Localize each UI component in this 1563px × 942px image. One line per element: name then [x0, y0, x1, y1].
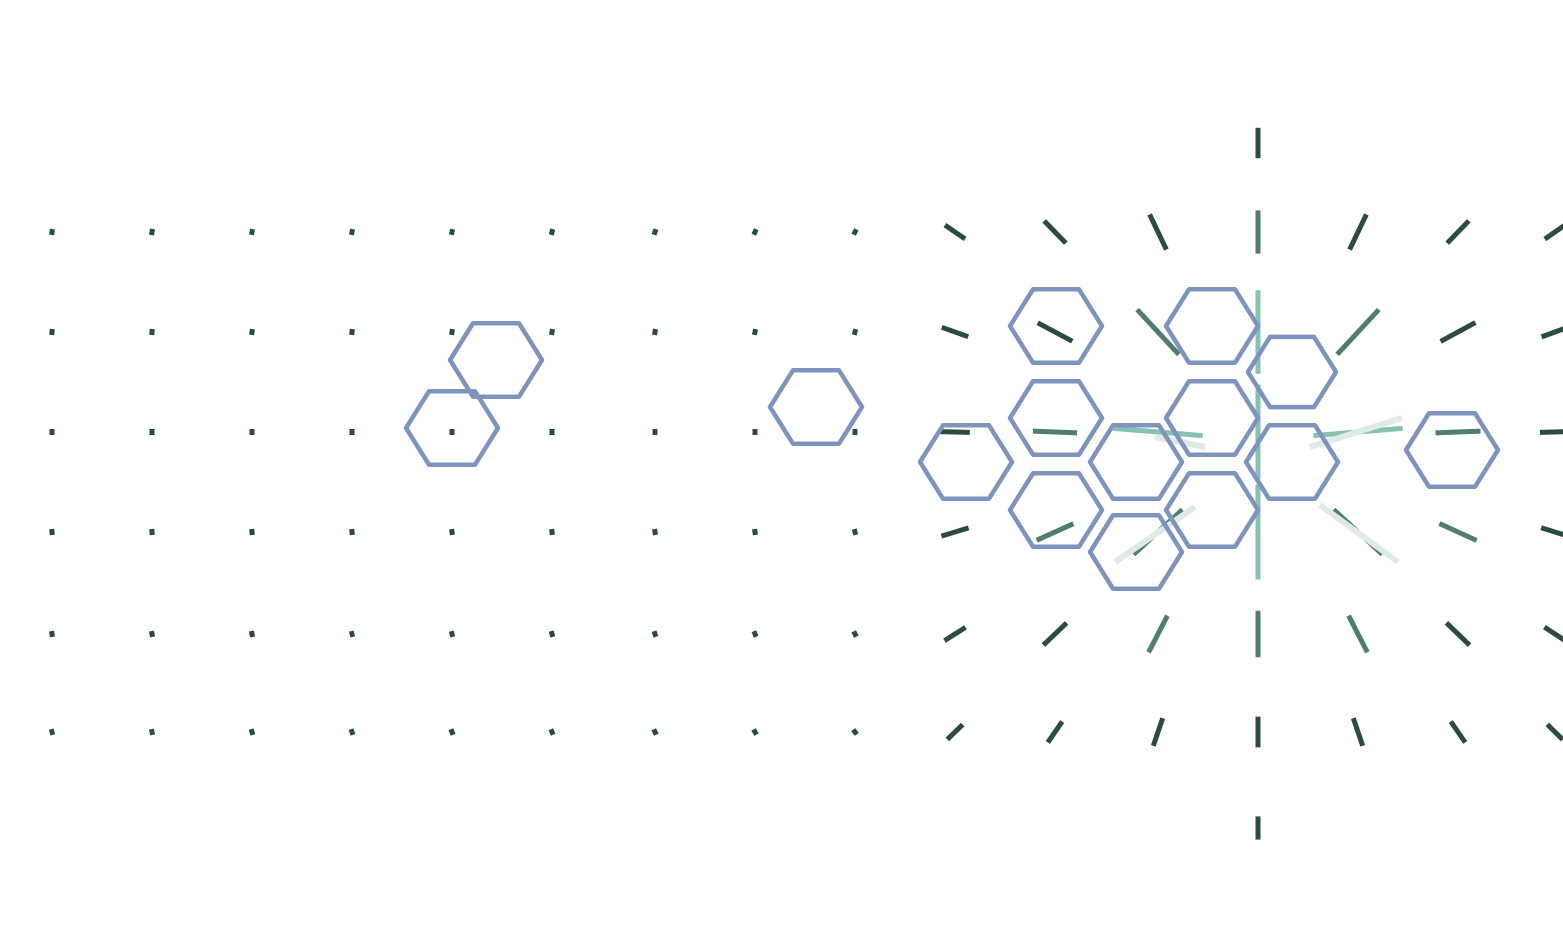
field-arrow	[1149, 616, 1168, 653]
field-arrow	[350, 731, 355, 733]
field-arrow	[753, 731, 757, 734]
field-arrow	[1545, 225, 1563, 239]
field-arrow	[1113, 428, 1202, 435]
field-arrow	[150, 634, 155, 635]
field-arrow	[550, 231, 555, 232]
field-arrow	[753, 532, 758, 533]
hexagon-cell	[1010, 473, 1102, 546]
field-arrow	[250, 634, 255, 635]
field-arrow	[853, 731, 857, 734]
field-arrow	[1447, 221, 1469, 243]
field-arrow	[1150, 214, 1167, 249]
field-arrow	[1547, 724, 1562, 739]
field-arrow	[350, 532, 355, 533]
hexagon-cell	[406, 391, 498, 464]
field-arrow	[1043, 623, 1066, 645]
field-arrow	[653, 731, 658, 733]
field-arrow	[1350, 214, 1367, 249]
field-arrow	[550, 731, 555, 733]
field-arrow	[1439, 524, 1476, 541]
field-arrow	[1153, 718, 1162, 746]
field-arrow	[1446, 623, 1469, 645]
field-arrow	[1349, 616, 1368, 653]
field-arrow	[250, 332, 255, 333]
field-arrow	[1044, 221, 1066, 243]
field-arrow	[250, 232, 255, 233]
field-arrow	[1441, 323, 1476, 342]
field-arrow	[50, 634, 55, 635]
hexagon-cell	[1248, 337, 1336, 407]
field-arrow	[150, 731, 155, 732]
field-arrow	[853, 531, 858, 532]
hexagon-cell	[1406, 413, 1498, 486]
field-arrow	[753, 231, 758, 233]
field-arrow	[942, 327, 968, 336]
field-arrow	[1544, 627, 1563, 641]
field-arrow	[550, 633, 555, 634]
field-arrow	[940, 432, 970, 433]
hexagon-cell	[1010, 381, 1102, 454]
field-arrow	[1541, 528, 1563, 537]
field-arrow	[250, 731, 255, 732]
field-arrow	[753, 633, 758, 635]
field-arrow	[450, 532, 455, 533]
field-arrow	[1436, 431, 1481, 433]
arrow-layer	[50, 128, 1563, 840]
field-arrow	[853, 331, 858, 332]
field-arrow	[50, 731, 55, 732]
field-arrow	[350, 332, 355, 333]
field-arrow	[653, 532, 658, 533]
hexagon-cell	[1166, 381, 1258, 454]
field-arrow	[350, 634, 355, 635]
hexagon-cell	[920, 425, 1012, 498]
field-arrow	[450, 633, 455, 634]
hexagon-cell	[770, 370, 862, 443]
field-arrow	[853, 231, 857, 233]
field-arrow	[1037, 524, 1074, 541]
hexagon-cell	[450, 323, 542, 396]
field-arrow	[653, 231, 658, 233]
field-arrow	[753, 332, 758, 333]
field-arrow	[853, 633, 858, 635]
field-arrow	[1542, 327, 1563, 337]
field-arrow	[653, 332, 658, 333]
field-arrow	[1048, 722, 1062, 743]
hexagon-cell	[1090, 425, 1182, 498]
field-arrow	[1451, 722, 1465, 743]
field-arrow	[150, 232, 155, 233]
field-arrow	[1540, 432, 1563, 433]
field-arrow	[947, 725, 962, 740]
field-arrow	[450, 231, 455, 232]
field-arrow	[450, 332, 455, 333]
field-arrow	[1353, 718, 1362, 746]
field-arrow	[1038, 323, 1073, 341]
hexagon-cell	[1166, 289, 1258, 362]
field-arrow	[941, 528, 968, 536]
field-arrow	[350, 231, 355, 232]
field-arrow	[945, 225, 965, 239]
field-arrow	[550, 332, 555, 333]
field-arrow	[550, 532, 555, 533]
field-arrow	[945, 627, 966, 640]
hexagon-cell	[1010, 289, 1102, 362]
field-arrow	[450, 731, 455, 733]
field-arrow	[50, 232, 55, 233]
field-arrow	[1033, 431, 1077, 433]
field-arrow	[653, 633, 658, 635]
field-arrow	[1337, 310, 1379, 355]
field-arrow-faint	[1320, 505, 1398, 562]
